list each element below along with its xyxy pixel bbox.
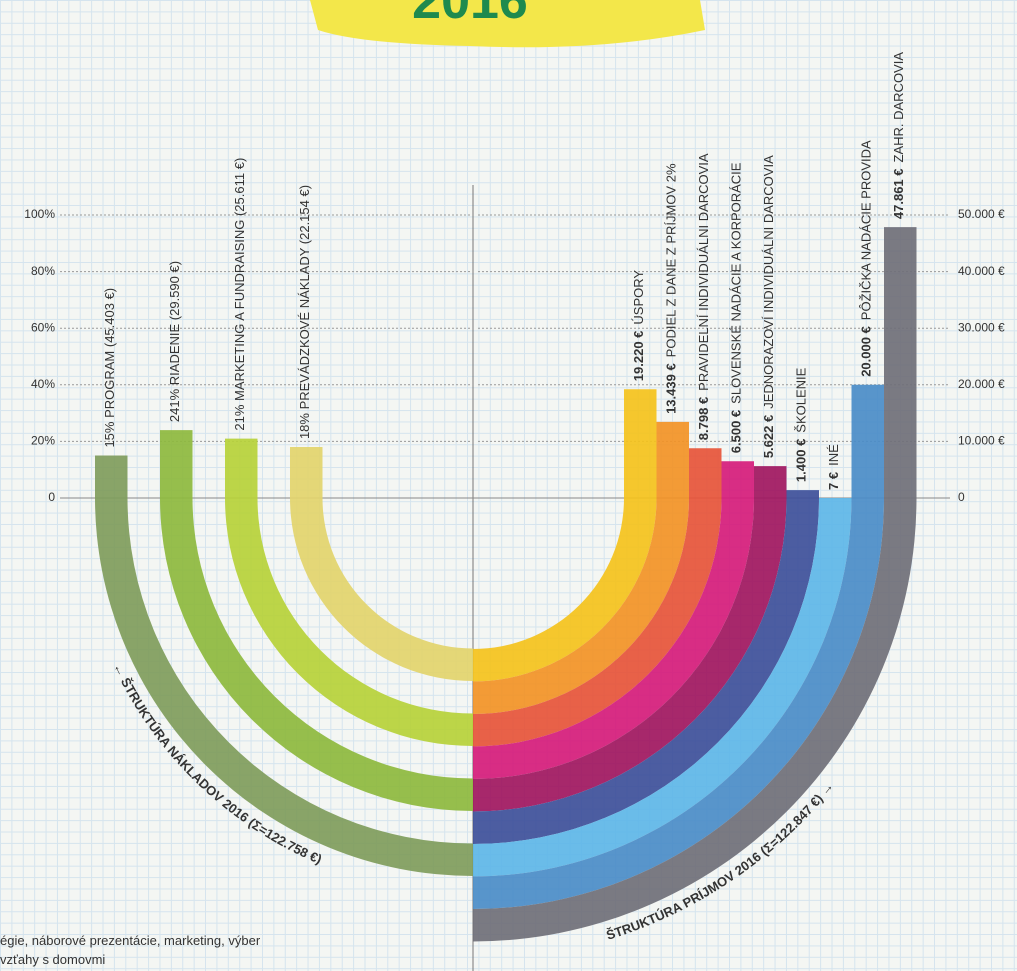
category-label: PODIEL Z DANE Z PRÍJMOV 2%	[664, 163, 679, 357]
title-blob	[310, 0, 705, 48]
bar-label: 18% PREVÁDZKOVÉ NÁKLADY (22.154 €)	[298, 185, 313, 439]
bar-label: 20.000 € PÔŽIČKA NADÁCIE PROVIDA	[859, 140, 874, 377]
category-label: PRAVIDELNÍ INDIVIDUÁLNI DARCOVIA	[697, 153, 712, 391]
value-label: 47.861 €	[892, 168, 907, 219]
category-label: 15% PROGRAM (45.403 €)	[103, 288, 118, 448]
y-tick-label: 0	[48, 490, 55, 504]
category-label: ÚSPORY	[632, 270, 647, 325]
y-tick-label: 0	[958, 490, 965, 504]
bar	[473, 448, 722, 747]
category-label: 21% MARKETING A FUNDRAISING (25.611 €)	[233, 158, 248, 431]
bar-label: 47.861 € ZAHR. DARCOVIA	[892, 52, 907, 219]
bar-label: 241% RIADENIE (29.590 €)	[168, 261, 183, 422]
category-label: SLOVENSKÉ NADÁCIE A KORPORÁCIE	[729, 162, 744, 404]
bar-label: 7 € INÉ	[827, 444, 842, 490]
bar	[473, 461, 754, 779]
category-label: ZAHR. DARCOVIA	[892, 52, 907, 163]
bar	[95, 455, 473, 876]
footnote: vzťahy s domovmi	[0, 952, 105, 967]
value-label: 5.622 €	[762, 415, 777, 458]
value-label: 1.400 €	[794, 439, 809, 482]
value-label: 13.439 €	[664, 363, 679, 414]
bar	[473, 497, 852, 877]
category-label: JEDNORAZOVÍ INDIVIDUÁLNI DARCOVIA	[762, 155, 777, 409]
category-label: 18% PREVÁDZKOVÉ NÁKLADY (22.154 €)	[298, 185, 313, 439]
y-tick-label: 80%	[31, 264, 55, 278]
bar	[290, 447, 473, 681]
value-label: 7 €	[827, 472, 842, 490]
bar	[473, 466, 787, 812]
y-tick-label: 100%	[24, 207, 55, 221]
bar-label: 8.798 € PRAVIDELNÍ INDIVIDUÁLNI DARCOVIA	[697, 153, 712, 440]
y-tick-label: 20%	[31, 434, 55, 448]
bar-label: 5.622 € JEDNORAZOVÍ INDIVIDUÁLNI DARCOVIA	[762, 155, 777, 458]
y-tick-label: 40%	[31, 377, 55, 391]
title: 2016	[412, 0, 528, 30]
value-label: 20.000 €	[859, 326, 874, 377]
bar-label: 13.439 € PODIEL Z DANE Z PRÍJMOV 2%	[664, 163, 679, 414]
value-label: 6.500 €	[729, 410, 744, 453]
bar-label: 6.500 € SLOVENSKÉ NADÁCIE A KORPORÁCIE	[729, 162, 744, 453]
bar-label: 19.220 € ÚSPORY	[632, 270, 647, 382]
category-label: PÔŽIČKA NADÁCIE PROVIDA	[859, 140, 874, 320]
bar	[225, 438, 473, 746]
bar	[473, 389, 657, 682]
category-label: INÉ	[827, 444, 842, 466]
bar	[160, 430, 473, 811]
y-tick-label: 60%	[31, 320, 55, 334]
category-label: ŠKOLENIE	[794, 367, 809, 432]
value-label: 8.798 €	[697, 397, 712, 440]
bar-label: 21% MARKETING A FUNDRAISING (25.611 €)	[233, 158, 248, 431]
bar	[473, 490, 819, 844]
y-tick-label: 40.000 €	[958, 264, 1005, 278]
bar	[473, 227, 917, 942]
category-label: 241% RIADENIE (29.590 €)	[168, 261, 183, 422]
y-tick-label: 30.000 €	[958, 320, 1005, 334]
y-tick-label: 20.000 €	[958, 377, 1005, 391]
y-tick-label: 10.000 €	[958, 434, 1005, 448]
value-label: 19.220 €	[632, 331, 647, 382]
bar	[473, 421, 689, 714]
bar-label: 15% PROGRAM (45.403 €)	[103, 288, 118, 448]
footnote: égie, náborové prezentácie, marketing, v…	[0, 933, 261, 948]
bar-label: 1.400 € ŠKOLENIE	[794, 367, 809, 482]
y-tick-label: 50.000 €	[958, 207, 1005, 221]
